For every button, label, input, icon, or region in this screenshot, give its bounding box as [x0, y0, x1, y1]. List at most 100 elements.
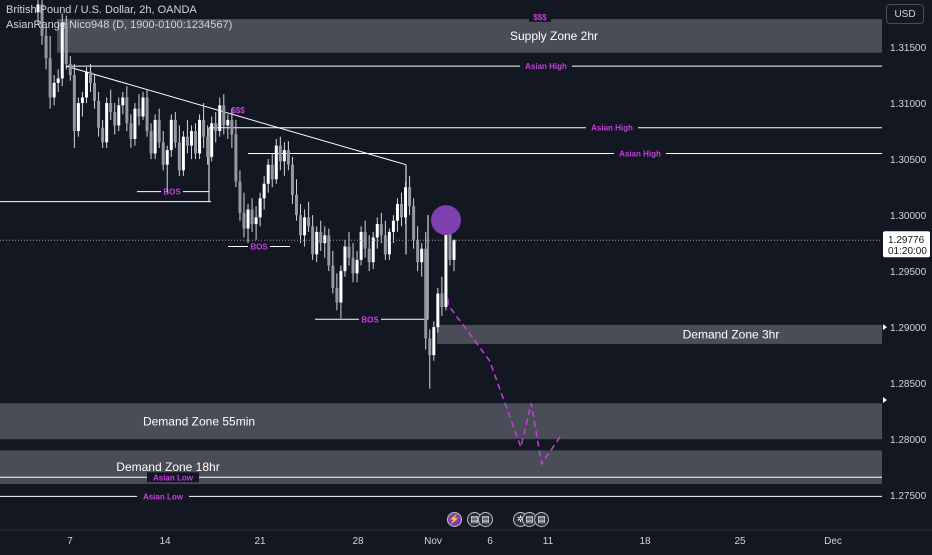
zone-box: [57, 19, 882, 53]
indicator-title[interactable]: AsianRange Nico948 (D, 1900-0100:1234567…: [6, 19, 233, 31]
candle-body: [299, 215, 303, 236]
candle-body: [428, 338, 432, 356]
zones-layer: Supply Zone 2hr Demand Zone 3hr Demand Zon…: [0, 19, 882, 484]
x-tick-label: 28: [352, 536, 364, 547]
currency-button[interactable]: USD: [886, 4, 924, 24]
x-tick-label: 21: [254, 536, 266, 547]
price-label: 1.29776: [888, 235, 925, 246]
level-label-bg: [137, 491, 189, 502]
level-label: Asian High: [525, 62, 567, 71]
candle-body: [222, 105, 226, 126]
candle-body: [125, 97, 129, 124]
candle-body: [351, 257, 355, 274]
candle-body: [214, 123, 218, 132]
annotation-bg: [227, 104, 249, 115]
level-label-bg: [520, 61, 572, 72]
candle-body: [105, 103, 109, 143]
level-label: Asian Low: [143, 492, 184, 501]
candles-layer: [36, 0, 456, 389]
candle-body: [315, 231, 319, 255]
flag-us-icon[interactable]: ▤: [478, 512, 493, 527]
candle-body: [282, 150, 286, 162]
y-tick-label: 1.29000: [890, 323, 927, 334]
candle-body: [391, 220, 395, 232]
candle-body: [238, 181, 242, 213]
candle-body: [52, 82, 56, 98]
candle-body: [48, 58, 52, 98]
candle-body: [294, 194, 298, 216]
candle-body: [68, 63, 72, 76]
candle-body: [339, 271, 343, 303]
candle-body: [202, 119, 206, 137]
annotation-bg: [529, 11, 551, 22]
annotation-label: BOS: [163, 188, 181, 197]
zone-label: Demand Zone 3hr: [683, 327, 780, 341]
candle-body: [448, 226, 452, 260]
level-label-bg: [586, 122, 638, 133]
projection-layer: [431, 205, 564, 466]
annotation-label: $$$: [231, 106, 245, 115]
y-tick-label: 1.28500: [890, 379, 927, 390]
candle-body: [355, 259, 359, 274]
candle-body: [420, 248, 424, 263]
candle-body: [412, 206, 416, 240]
zone-label: Supply Zone 2hr: [510, 29, 598, 43]
lightning-icon[interactable]: ⚡: [447, 512, 462, 527]
zone-label: Demand Zone 55min: [143, 414, 255, 428]
level-label: Asian High: [619, 149, 661, 158]
y-tick-label: 1.29500: [890, 267, 927, 278]
annotation-bg: [359, 314, 381, 325]
candle-body: [64, 22, 68, 64]
candle-body: [254, 217, 258, 225]
candle-body: [194, 131, 198, 154]
candle-body: [404, 187, 408, 218]
candle-body: [145, 97, 149, 132]
annotation-label: BOS: [361, 315, 379, 324]
candle-body: [161, 142, 165, 165]
trendlines-layer: $$$ $$$ BOS BOS BOS: [0, 11, 551, 325]
y-tick-label: 1.30000: [890, 211, 927, 222]
annotation-label: $$$: [533, 13, 547, 22]
candle-body: [395, 203, 399, 221]
candle-body: [149, 131, 153, 154]
flag-usa-icon[interactable]: ▤: [534, 512, 549, 527]
candle-body: [218, 105, 222, 132]
x-tick-label: 25: [734, 536, 746, 547]
candle-body: [198, 119, 202, 154]
candle-body: [250, 209, 254, 225]
candle-body: [363, 231, 367, 249]
candle-body: [117, 105, 121, 126]
annotation-label: BOS: [250, 242, 268, 251]
price-marker: [431, 205, 461, 236]
candle-body: [141, 97, 145, 117]
y-tick-label: 1.28000: [890, 435, 927, 446]
candle-body: [266, 164, 270, 184]
candle-body: [371, 237, 375, 263]
candle-body: [97, 100, 101, 128]
candle-body: [137, 108, 141, 117]
levels-layer: Asian High Asian High Asian High Asian Low A…: [0, 61, 882, 502]
candle-body: [129, 123, 133, 139]
candle-body: [347, 246, 351, 258]
level-label-bg: [614, 148, 666, 159]
candle-body: [246, 209, 250, 229]
x-tick-label: 6: [487, 536, 493, 547]
y-tick-label: 1.31500: [890, 43, 927, 54]
candle-body: [44, 35, 48, 59]
level-label: Asian High: [591, 124, 633, 133]
candle-body: [109, 103, 113, 113]
candle-body: [133, 108, 137, 139]
candle-body: [286, 150, 290, 165]
zone-label: Demand Zone 18hr: [116, 460, 219, 474]
candle-body: [258, 198, 262, 218]
candle-body: [153, 119, 157, 154]
candle-body: [303, 217, 307, 236]
candle-body: [76, 103, 80, 132]
candle-body: [323, 235, 327, 244]
x-tick-label: Dec: [824, 536, 842, 547]
candle-body: [56, 78, 60, 83]
candle-body: [343, 246, 347, 272]
x-tick-label: 11: [543, 536, 554, 547]
